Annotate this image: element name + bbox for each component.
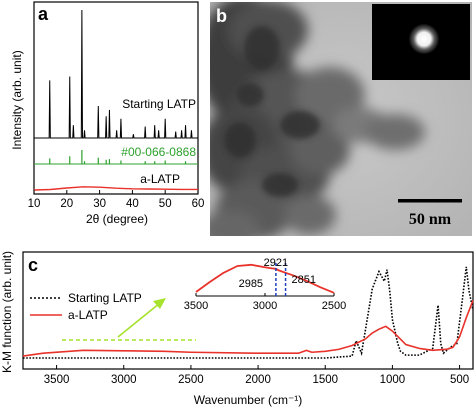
a-xtick-label: 50: [159, 198, 172, 210]
c-inset-tick-label: 3500: [184, 300, 208, 312]
scale-bar: [398, 199, 462, 203]
c-inset-label-2851: 2851: [292, 274, 316, 286]
a-annotation-starting: Starting LATP: [122, 97, 196, 111]
c-legend: Starting LATP a-LATP: [30, 291, 142, 322]
c-inset-tick-label: 3000: [253, 300, 277, 312]
c-xtick-label: 1500: [312, 374, 338, 386]
panel-a-label: a: [38, 4, 49, 24]
c-xtick-label: 3000: [111, 374, 137, 386]
a-annotation-reference: #00-066-0868: [121, 145, 196, 159]
panel-c-frame: [22, 251, 474, 370]
a-xtick-label: 40: [126, 198, 139, 210]
c-inset-tick-label: 2500: [322, 300, 346, 312]
c-inset-label-2921: 2921: [264, 257, 288, 269]
c-legend-starting: Starting LATP: [68, 291, 142, 305]
a-xtick-label: 10: [28, 198, 41, 210]
c-inset-series-a-latp: [195, 263, 335, 294]
a-y-axis-label: Intensity (arb. unit): [10, 50, 24, 149]
panel-a-xrd: a 10 20 30 40 50 60 Starting LATP #00-066-086…: [10, 1, 205, 226]
scale-bar-label: 50 nm: [409, 211, 452, 228]
c-xtick-label: 2000: [245, 374, 271, 386]
c-series-a-latp: [22, 300, 474, 357]
a-series-a-latp: [33, 186, 198, 191]
a-xtick-label: 30: [93, 198, 106, 210]
c-range-arrowhead: [153, 298, 166, 309]
panel-c-km-spectrum: c 3500 3000 2500 2000 1500 1000 500 Starting L…: [0, 251, 474, 407]
c-legend-amorphous: a-LATP: [68, 308, 108, 322]
panel-b-tem-image: 50 nm b: [210, 2, 472, 236]
a-series-starting-latp: [34, 9, 198, 139]
c-range-arrow: [117, 302, 161, 338]
panel-b-label: b: [216, 6, 227, 26]
c-xtick-label: 2500: [178, 374, 204, 386]
a-xtick-label: 20: [60, 198, 73, 210]
panel-c-label: c: [28, 255, 38, 275]
saed-diffraction-spot: [409, 24, 439, 54]
c-xtick-label: 3500: [44, 374, 70, 386]
a-xtick-label: 60: [192, 198, 205, 210]
c-inset-label-2985: 2985: [239, 278, 263, 290]
c-x-axis-label: Wavenumber (cm⁻¹): [194, 393, 303, 407]
a-annotation-amorphous: a-LATP: [140, 172, 180, 186]
c-xtick-label: 500: [450, 374, 469, 386]
a-x-axis-label: 2θ (degree): [86, 212, 148, 226]
c-y-axis-label: K-M function (arb. unit): [0, 251, 14, 373]
c-xtick-label: 1000: [380, 374, 406, 386]
panel-a-frame: [33, 1, 199, 195]
